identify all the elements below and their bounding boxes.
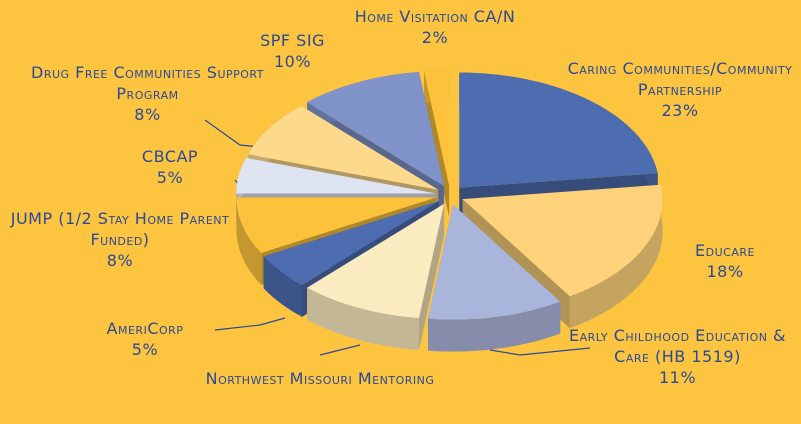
slice-label: Educare 18% bbox=[655, 240, 795, 282]
slice-side bbox=[569, 184, 663, 329]
slice bbox=[236, 157, 437, 194]
value-label: 5% bbox=[156, 168, 184, 187]
slice-label: SPF SIG 10% bbox=[235, 30, 350, 72]
category-label: Educare bbox=[695, 241, 755, 260]
slice-wall bbox=[418, 203, 445, 350]
slice-side bbox=[263, 256, 303, 317]
value-label: 5% bbox=[131, 340, 159, 359]
slice-label: CBCAP 5% bbox=[115, 146, 225, 188]
value-label: 23% bbox=[661, 101, 699, 120]
slice-label: Northwest Missouri Mentoring bbox=[195, 368, 445, 389]
category-label: CBCAP bbox=[141, 147, 199, 166]
slice bbox=[427, 204, 561, 320]
category-label: Northwest Missouri Mentoring bbox=[205, 369, 435, 388]
slice bbox=[424, 70, 450, 186]
category-label: SPF SIG bbox=[260, 31, 325, 50]
category-label: AmeriCorp bbox=[106, 319, 184, 338]
slice-wall bbox=[424, 71, 450, 218]
slice-side bbox=[427, 301, 561, 352]
leader-line bbox=[214, 317, 286, 331]
slice bbox=[462, 184, 663, 297]
slice-label: JUMP (1/2 Stay Home Parent Funded) 8% bbox=[0, 208, 240, 271]
value-label: 2% bbox=[421, 28, 449, 47]
value-label: 10% bbox=[273, 52, 312, 71]
value-label: 8% bbox=[134, 105, 161, 124]
category-label: Caring Communities/Community Partnership bbox=[567, 59, 793, 99]
value-label: 8% bbox=[106, 251, 134, 270]
slice-label: AmeriCorp 5% bbox=[85, 318, 205, 360]
category-label: JUMP (1/2 Stay Home Parent Funded) bbox=[10, 209, 230, 249]
slice bbox=[263, 201, 439, 285]
leader-line bbox=[489, 347, 591, 356]
slice-label: Drug Free Communities Support Program 8% bbox=[15, 62, 280, 125]
slice-label: Caring Communities/Community Partnership… bbox=[560, 58, 800, 121]
slice bbox=[307, 203, 445, 318]
value-label: 18% bbox=[706, 262, 744, 281]
slice bbox=[247, 105, 439, 190]
category-label: Early Childhood Education & Care (HB 151… bbox=[568, 326, 787, 366]
slice bbox=[459, 72, 658, 188]
slice bbox=[307, 72, 445, 187]
category-label: Drug Free Communities Support Program bbox=[31, 63, 264, 103]
value-label: 11% bbox=[658, 368, 697, 387]
category-label: Home Visitation CA/N bbox=[354, 7, 516, 26]
slice-label: Early Childhood Education & Care (HB 151… bbox=[565, 325, 790, 388]
slice-label: Home Visitation CA/N 2% bbox=[345, 6, 525, 48]
slice-side bbox=[307, 287, 419, 350]
slice bbox=[236, 197, 437, 253]
leader-line bbox=[319, 344, 361, 356]
slice-side bbox=[236, 197, 262, 285]
